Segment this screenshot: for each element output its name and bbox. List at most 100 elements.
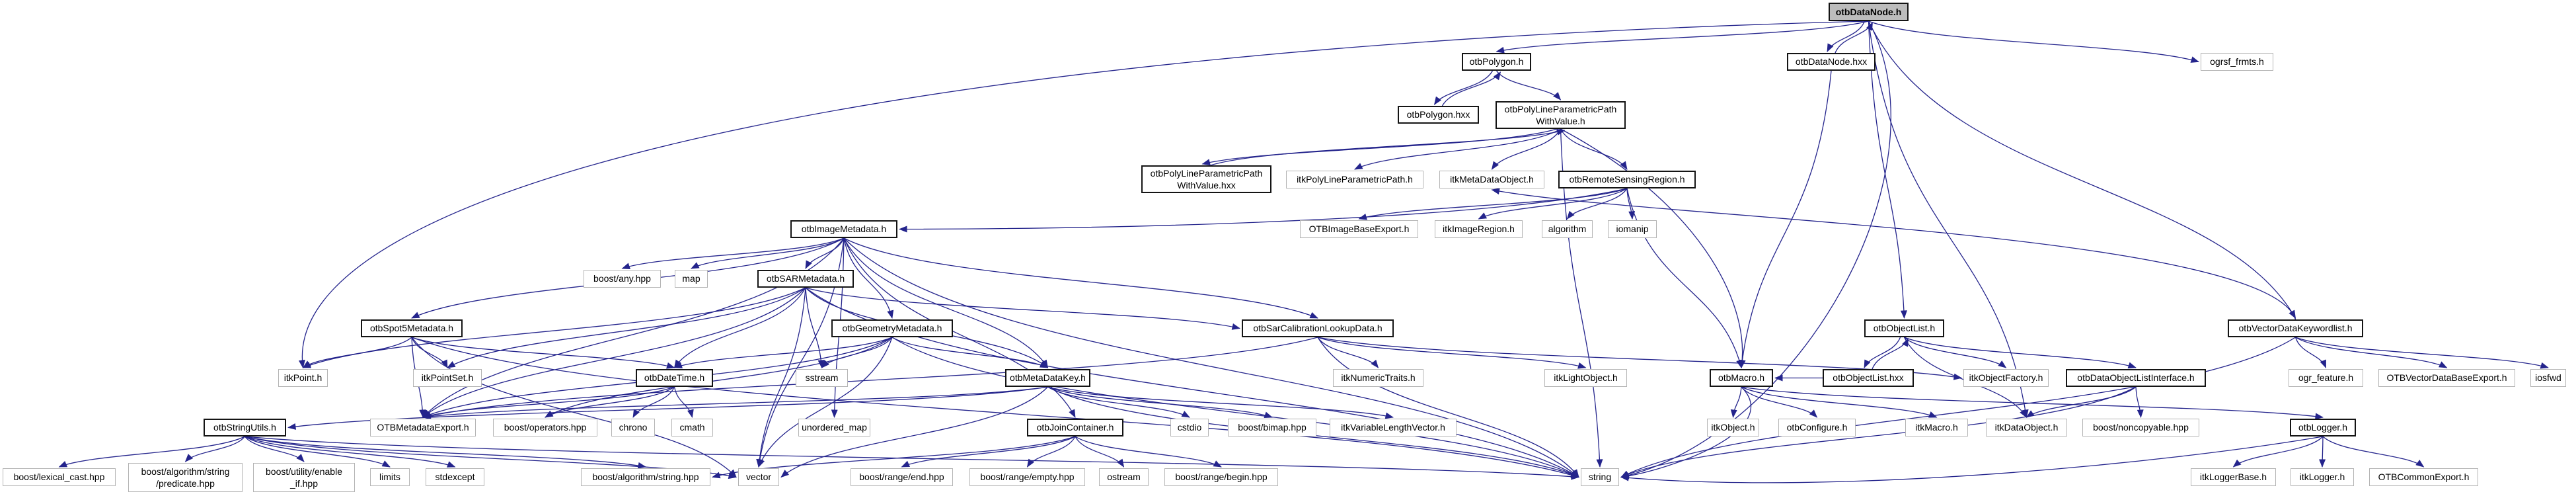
edge-plpwv-h-to-itk-mdo xyxy=(1491,128,1562,170)
edge-rsr-to-macro xyxy=(1626,188,1743,368)
edge-plpwv-h-to-plpwv-hxx xyxy=(1201,128,1557,166)
edge-vdkw-to-itk-mdo xyxy=(1491,188,2296,320)
edge-objlist-hxx-to-objlist xyxy=(1872,338,1909,370)
graph-node-itk-objfactory: itkObjectFactory.h xyxy=(1963,369,2049,387)
edge-mdkey-to-bimap xyxy=(1047,386,1273,419)
graph-node-algostring: boost/algorithm/string.hpp xyxy=(581,468,710,486)
graph-node-algorithm: algorithm xyxy=(1542,220,1593,238)
edge-logger-to-common-export xyxy=(2322,436,2425,468)
edge-join-to-range-begin xyxy=(1075,436,1222,468)
edge-macro-to-logger xyxy=(1741,386,2324,420)
graph-node-boost-ops: boost/operators.hpp xyxy=(493,419,597,436)
edge-logger-to-itk-loggerbase xyxy=(2232,436,2324,468)
graph-node-vdkw[interactable]: otbVectorDataKeywordlist.h xyxy=(2228,319,2363,337)
graph-node-datanode: otbDataNode.h xyxy=(1829,3,1909,21)
edge-datanode-hxx-to-datanode xyxy=(1835,22,1874,54)
edge-join-to-range-end xyxy=(901,436,1076,468)
edge-datanode-to-polygon xyxy=(1496,21,1869,54)
graph-node-dol-interface[interactable]: otbDataObjectListInterface.h xyxy=(2066,369,2206,387)
graph-node-stdexcept: stdexcept xyxy=(426,468,484,486)
graph-node-logger[interactable]: otbLogger.h xyxy=(2290,419,2356,436)
edge-rsr-to-algorithm xyxy=(1566,188,1628,220)
graph-node-objlist[interactable]: otbObjectList.h xyxy=(1864,319,1944,337)
graph-node-cmath: cmath xyxy=(671,419,713,436)
edge-mdkey-to-md-export xyxy=(422,386,1048,420)
edge-objlist-to-dol-interface xyxy=(1904,337,2137,369)
graph-node-plpwv-hxx[interactable]: otbPolyLineParametricPath WithValue.hxx xyxy=(1141,165,1271,193)
edge-sarmd-to-md-export xyxy=(422,287,806,418)
edge-logger-to-string xyxy=(1620,436,2324,483)
edge-dol-interface-to-string xyxy=(1620,386,2137,478)
edge-strutils-to-predicate xyxy=(184,436,246,462)
edge-strutils-to-algostring xyxy=(245,436,646,469)
graph-node-strutils[interactable]: otbStringUtils.h xyxy=(204,419,286,436)
graph-node-macro[interactable]: otbMacro.h xyxy=(1710,369,1773,387)
edge-datanode-to-objlist xyxy=(1868,21,1907,319)
graph-node-sarcal[interactable]: otbSarCalibrationLookupData.h xyxy=(1242,319,1394,337)
graph-node-imgbase-export: OTBImageBaseExport.h xyxy=(1300,220,1418,238)
edge-mdkey-to-vector xyxy=(780,386,1048,478)
edge-strutils-to-stdexcept xyxy=(245,436,456,468)
edge-geommd-to-boost-ops xyxy=(545,337,893,418)
graph-node-itk-numtraits: itkNumericTraits.h xyxy=(1333,369,1423,387)
graph-node-spot5[interactable]: otbSpot5Metadata.h xyxy=(361,319,463,337)
edge-plpwv-h-to-macro xyxy=(1560,128,1746,368)
edge-vdkw-to-iosfwd xyxy=(2295,337,2549,369)
edge-plpwv-h-to-string xyxy=(1560,128,1603,468)
edge-geommd-to-datetime xyxy=(673,337,893,368)
edge-logger-to-itk-logger xyxy=(2319,436,2326,468)
graph-node-iosfwd: iosfwd xyxy=(2530,369,2566,387)
graph-node-geommd[interactable]: otbGeometryMetadata.h xyxy=(831,319,953,337)
edge-datanode-to-ogrsf-frmts xyxy=(1868,21,2199,63)
graph-node-ogr-feature: ogr_feature.h xyxy=(2289,369,2363,387)
edge-sarcal-to-itk-numtraits xyxy=(1317,337,1379,368)
edge-strutils-to-string xyxy=(245,436,1579,480)
graph-node-sarmd[interactable]: otbSARMetadata.h xyxy=(757,270,854,288)
graph-node-objlist-hxx[interactable]: otbObjectList.hxx xyxy=(1823,369,1914,387)
edge-mdkey-to-strutils xyxy=(287,386,1048,430)
graph-node-map: map xyxy=(675,270,708,288)
graph-node-mdkey[interactable]: otbMetaDataKey.h xyxy=(1005,369,1090,387)
edge-mdkey-to-itk-varlen xyxy=(1047,386,1394,419)
edge-spot5-to-itk-point xyxy=(302,337,412,368)
edge-imgmd-to-string xyxy=(843,237,1579,478)
graph-node-range-empty: boost/range/empty.hpp xyxy=(969,468,1085,486)
edge-objlist-to-itk-objfactory xyxy=(1904,337,2007,368)
edge-datanode-to-datanode-hxx xyxy=(1827,21,1866,52)
edge-rsr-to-itk-imgregion xyxy=(1478,188,1628,220)
graph-node-imgmd[interactable]: otbImageMetadata.h xyxy=(790,220,897,238)
edge-dol-interface-to-noncopy xyxy=(2135,386,2144,418)
edge-datanode-to-itk-point xyxy=(298,21,1869,368)
graph-node-rsr[interactable]: otbRemoteSensingRegion.h xyxy=(1558,171,1696,188)
graph-node-datanode-hxx[interactable]: otbDataNode.hxx xyxy=(1787,53,1875,71)
edge-rsr-to-imgbase-export xyxy=(1358,188,1628,220)
graph-node-range-begin: boost/range/begin.hpp xyxy=(1164,468,1278,486)
edge-strutils-to-enableif xyxy=(244,436,305,462)
edge-geommd-to-string xyxy=(891,337,1579,478)
edge-spot5-to-datetime xyxy=(411,337,675,369)
graph-node-itk-loggerbase: itkLoggerBase.h xyxy=(2191,468,2276,486)
edge-plpwv-h-to-rsr xyxy=(1560,128,1628,170)
edge-geommd-to-mdkey xyxy=(891,337,1049,368)
edge-vdkw-to-string xyxy=(1620,337,2296,478)
edge-polygon-to-plpwv-h xyxy=(1496,70,1562,101)
graph-node-polygon-hxx[interactable]: otbPolygon.hxx xyxy=(1398,106,1479,124)
graph-node-string: string xyxy=(1581,468,1619,486)
edge-datanode-to-vdkw xyxy=(1868,21,2296,319)
edge-sarcal-to-string xyxy=(1317,337,1579,478)
graph-node-vdb-export: OTBVectorDataBaseExport.h xyxy=(2378,369,2515,387)
graph-node-datetime[interactable]: otbDateTime.h xyxy=(636,369,713,387)
graph-node-polygon[interactable]: otbPolygon.h xyxy=(1462,53,1531,71)
edge-spot5-to-itk-pointset xyxy=(411,337,448,368)
graph-node-itk-object: itkObject.h xyxy=(1707,419,1759,436)
graph-node-itk-macro: itkMacro.h xyxy=(1905,419,1968,436)
graph-node-predicate: boost/algorithm/string /predicate.hpp xyxy=(128,463,243,492)
graph-node-plpwv-h[interactable]: otbPolyLineParametricPath WithValue.h xyxy=(1496,101,1626,129)
edge-imgmd-to-map xyxy=(691,237,845,269)
edge-plpwv-h-to-itk-plp xyxy=(1354,128,1561,170)
graph-node-join[interactable]: otbJoinContainer.h xyxy=(1027,419,1123,436)
edge-spot5-to-string xyxy=(411,337,1579,479)
graph-node-itk-mdo: itkMetaDataObject.h xyxy=(1439,171,1544,188)
edge-imgmd-to-geommd xyxy=(843,237,894,319)
